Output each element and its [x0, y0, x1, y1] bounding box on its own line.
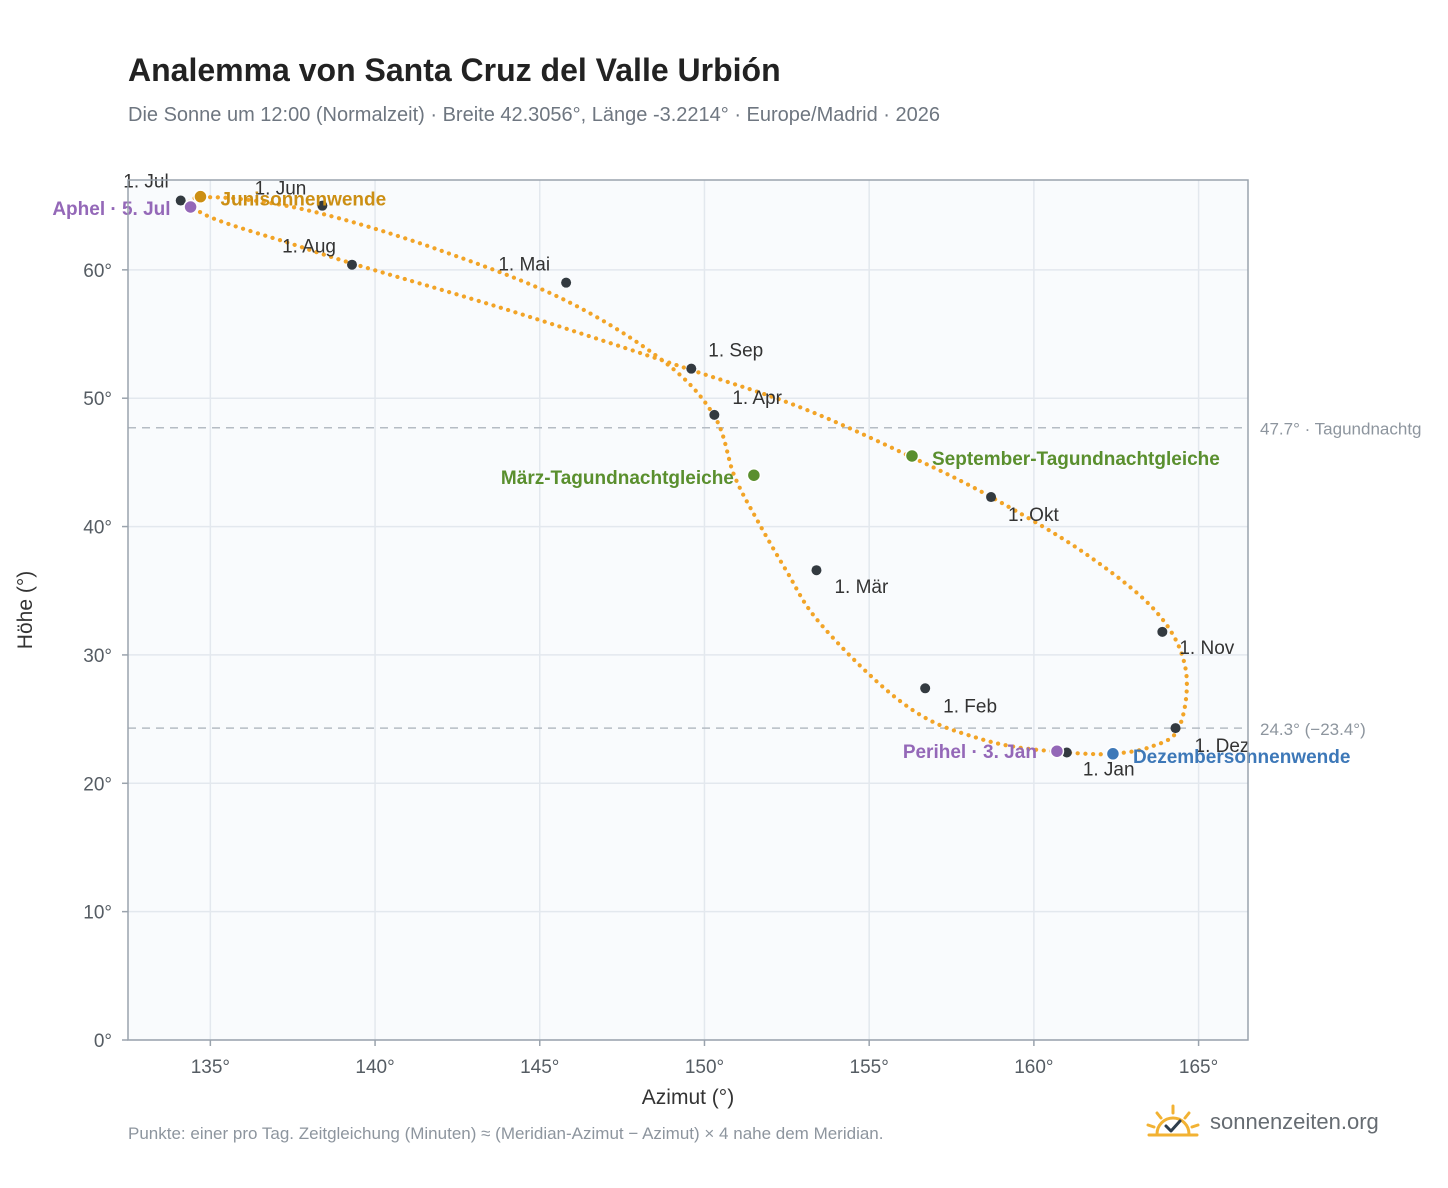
- x-tick-label: 155°: [850, 1057, 889, 1078]
- event-label: Junisonnenwende: [220, 190, 386, 211]
- month-marker: [561, 277, 572, 288]
- event-label: März-Tagundnachtgleiche: [501, 468, 734, 489]
- month-marker-label: 1. Jan: [1083, 759, 1135, 780]
- x-tick-label: 135°: [191, 1057, 230, 1078]
- brand-name: sonnenzeiten.org: [1210, 1109, 1379, 1134]
- x-tick-label: 160°: [1014, 1057, 1053, 1078]
- month-marker-label: 1. Nov: [1179, 638, 1234, 659]
- month-marker-label: 1. Dez: [1195, 736, 1250, 757]
- y-tick-label: 30°: [83, 646, 112, 667]
- month-marker: [1061, 747, 1072, 758]
- y-tick-label: 40°: [83, 518, 112, 539]
- event-label: Perihel · 3. Jan: [903, 742, 1037, 763]
- month-marker: [175, 195, 186, 206]
- analemma-path: [186, 195, 1189, 757]
- event-label: Dezembersonnenwende: [1133, 747, 1351, 768]
- reference-lines: 47.7° · Tagundnachtg 24.3° (−23.4°): [128, 420, 1422, 739]
- month-marker-label: 1. Apr: [732, 388, 782, 409]
- month-marker: [709, 409, 720, 420]
- y-tick-label: 10°: [83, 903, 112, 924]
- month-marker-label: 1. Jun: [255, 179, 307, 200]
- month-marker-label: 1. Mär: [834, 577, 889, 598]
- month-marker: [1157, 626, 1168, 637]
- month-marker: [317, 200, 328, 211]
- brand[interactable]: sonnenzeiten.org: [1146, 1102, 1379, 1142]
- analemma-curve: [186, 195, 1189, 757]
- x-tick-label: 145°: [520, 1057, 559, 1078]
- x-axis-label: Azimut (°): [642, 1086, 734, 1109]
- x-axis-ticks: 135° 140° 145° 150° 155° 160° 165°: [191, 1040, 1218, 1078]
- y-tick-label: 50°: [83, 389, 112, 410]
- month-marker-label: 1. Feb: [943, 696, 997, 717]
- month-markers: 1. Jan 1. Feb 1. Mär 1. Apr 1. Mai 1. Jun 1. J…: [123, 172, 1249, 781]
- month-marker-label: 1. Sep: [708, 341, 763, 362]
- y-axis-label: Höhe (°): [14, 571, 37, 649]
- month-marker: [347, 259, 357, 270]
- month-marker: [686, 363, 697, 374]
- month-marker-label: 1. Mai: [498, 255, 550, 276]
- event-marker: [904, 448, 920, 464]
- y-tick-label: 0°: [94, 1031, 112, 1052]
- y-tick-label: 20°: [83, 774, 112, 795]
- chart-title: Analemma von Santa Cruz del Valle Urbión: [128, 52, 781, 88]
- sun-check-icon: [1146, 1104, 1200, 1137]
- event-marker: [1049, 743, 1065, 759]
- event-label: September-Tagundnachtgleiche: [932, 449, 1220, 470]
- x-tick-label: 140°: [355, 1057, 394, 1078]
- month-marker: [920, 683, 931, 694]
- reference-line-label: 24.3° (−23.4°): [1260, 720, 1366, 739]
- footnote: Punkte: einer pro Tag. Zeitgleichung (Mi…: [128, 1124, 884, 1143]
- plot-background: [128, 180, 1248, 1040]
- month-marker-label: 1. Jul: [123, 172, 168, 193]
- x-tick-label: 150°: [685, 1057, 724, 1078]
- event-label: Aphel · 5. Jul: [52, 199, 170, 220]
- reference-line-label: 47.7° · Tagundnachtg: [1260, 420, 1422, 439]
- y-axis-ticks: 0° 10° 20° 30° 40° 50° 60°: [83, 261, 128, 1052]
- event-marker: [193, 189, 208, 204]
- plot-frame: [127, 179, 1249, 1041]
- x-tick-label: 165°: [1179, 1057, 1218, 1078]
- month-marker: [811, 565, 822, 576]
- event-marker: [1105, 746, 1121, 762]
- grid-lines: [128, 180, 1248, 1041]
- month-marker: [986, 492, 997, 503]
- month-marker-label: 1. Aug: [282, 237, 336, 258]
- event-marker: [183, 199, 198, 215]
- month-marker-label: 1. Okt: [1008, 505, 1059, 526]
- y-tick-label: 60°: [83, 261, 112, 282]
- chart-subtitle: Die Sonne um 12:00 (Normalzeit) · Breite…: [128, 104, 941, 126]
- month-marker: [1170, 723, 1181, 734]
- event-marker: [746, 467, 762, 483]
- event-markers: Junisonnenwende Aphel · 5. Jul März-Tagund…: [52, 189, 1351, 768]
